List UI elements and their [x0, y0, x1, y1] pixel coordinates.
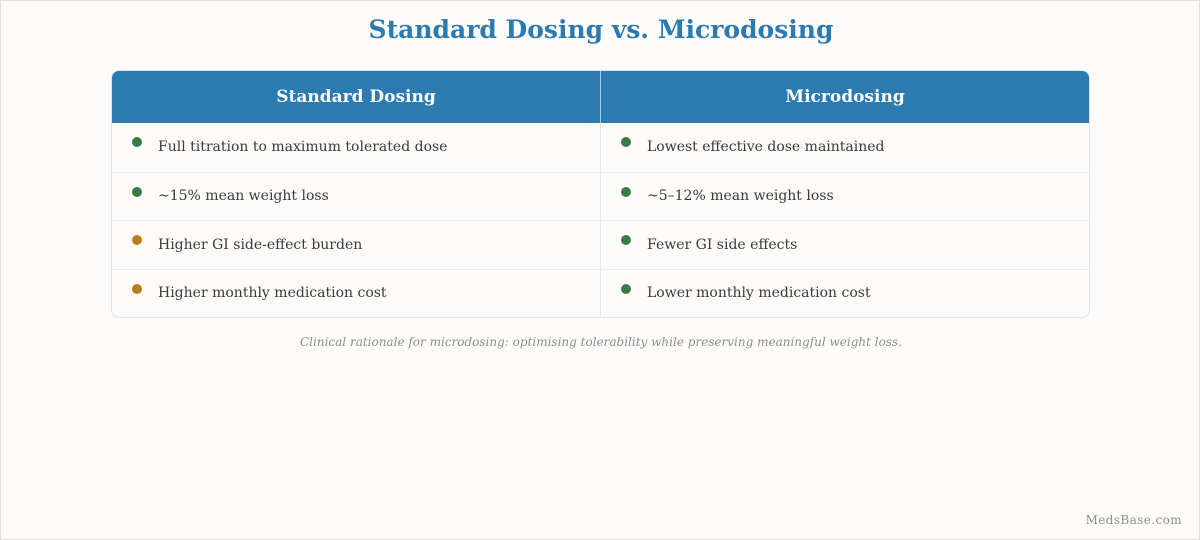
- table-row: Full titration to maximum tolerated dose: [112, 123, 600, 172]
- row-text: ~5–12% mean weight loss: [647, 188, 834, 205]
- microdosing-column: Lowest effective dose maintained ~5–12% …: [600, 123, 1089, 317]
- table-header: Standard Dosing Microdosing: [112, 71, 1089, 123]
- bullet-dot-icon: [132, 283, 142, 294]
- bullet-dot-icon: [621, 137, 631, 147]
- standard-dosing-column: Full titration to maximum tolerated dose…: [112, 123, 600, 317]
- row-text: Lower monthly medication cost: [647, 285, 871, 302]
- column-header-microdosing: Microdosing: [600, 71, 1089, 123]
- row-text: Full titration to maximum tolerated dose: [158, 139, 448, 156]
- table-row: Higher monthly medication cost: [112, 268, 600, 318]
- table-row: ~5–12% mean weight loss: [601, 171, 1089, 221]
- table-row: Lower monthly medication cost: [601, 268, 1089, 318]
- comparison-table: Standard Dosing Microdosing Full titrati…: [111, 70, 1090, 318]
- row-text: Lowest effective dose maintained: [647, 139, 885, 156]
- row-text: Higher monthly medication cost: [158, 285, 387, 302]
- table-row: Fewer GI side effects: [601, 220, 1089, 269]
- row-text: ~15% mean weight loss: [158, 188, 329, 205]
- bullet-dot-icon: [621, 186, 631, 197]
- watermark: MedsBase.com: [1085, 513, 1182, 527]
- row-text: Fewer GI side effects: [647, 236, 798, 253]
- table-row: Higher GI side-effect burden: [112, 220, 600, 269]
- row-text: Higher GI side-effect burden: [158, 236, 363, 253]
- table-row: ~15% mean weight loss: [112, 171, 600, 221]
- caption: Clinical rationale for microdosing: opti…: [300, 335, 902, 349]
- bullet-dot-icon: [132, 137, 142, 147]
- page-title: Standard Dosing vs. Microdosing: [368, 15, 834, 44]
- column-header-standard-dosing: Standard Dosing: [276, 87, 436, 107]
- bullet-dot-icon: [132, 186, 142, 197]
- table-row: Lowest effective dose maintained: [601, 123, 1089, 172]
- bullet-dot-icon: [621, 235, 631, 245]
- bullet-dot-icon: [621, 283, 631, 294]
- bullet-dot-icon: [132, 235, 142, 245]
- table-body: Full titration to maximum tolerated dose…: [112, 123, 1089, 317]
